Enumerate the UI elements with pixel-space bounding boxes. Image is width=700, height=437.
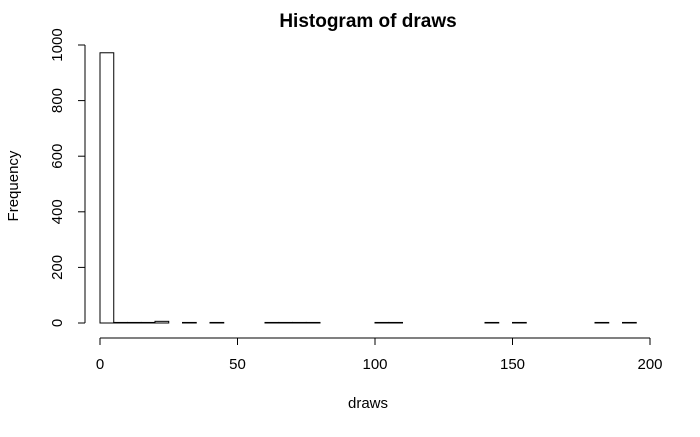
histogram-bar [594, 321, 610, 324]
y-tick-label: 200 [49, 255, 66, 280]
x-axis-label: draws [348, 395, 388, 412]
histogram-bars [99, 52, 637, 324]
x-tick-label: 50 [229, 356, 246, 373]
y-tick-label: 400 [49, 199, 66, 224]
y-axis: 0 200 400 600 800 1000 [49, 28, 86, 327]
histogram-bar [622, 321, 637, 324]
x-tick-label: 150 [500, 356, 525, 373]
histogram-bar [292, 321, 307, 324]
histogram-bar [99, 52, 115, 324]
x-tick-label: 100 [362, 356, 387, 373]
histogram-bar [278, 321, 293, 324]
histogram-bar [374, 321, 390, 324]
histogram-bar [512, 321, 527, 324]
histogram-bar [140, 321, 156, 324]
y-tick-label: 800 [49, 88, 66, 113]
y-axis-label: Frequency [5, 150, 22, 221]
y-tick-label: 600 [49, 144, 66, 169]
histogram-bar [484, 321, 500, 324]
y-tick-label: 1000 [49, 28, 66, 61]
histogram-bar [154, 320, 170, 324]
x-axis: 0 50 100 150 200 [96, 337, 663, 373]
histogram-bar [127, 321, 142, 324]
histogram-bar [113, 321, 128, 324]
histogram-bar [388, 321, 403, 324]
histogram-bar [209, 321, 225, 324]
histogram-bar [264, 321, 280, 324]
y-tick-label: 0 [49, 319, 66, 327]
histogram-bar [305, 321, 321, 324]
x-tick-label: 0 [96, 356, 104, 373]
histogram-bar [182, 321, 197, 324]
x-tick-label: 200 [637, 356, 662, 373]
chart-title: Histogram of draws [279, 11, 456, 32]
